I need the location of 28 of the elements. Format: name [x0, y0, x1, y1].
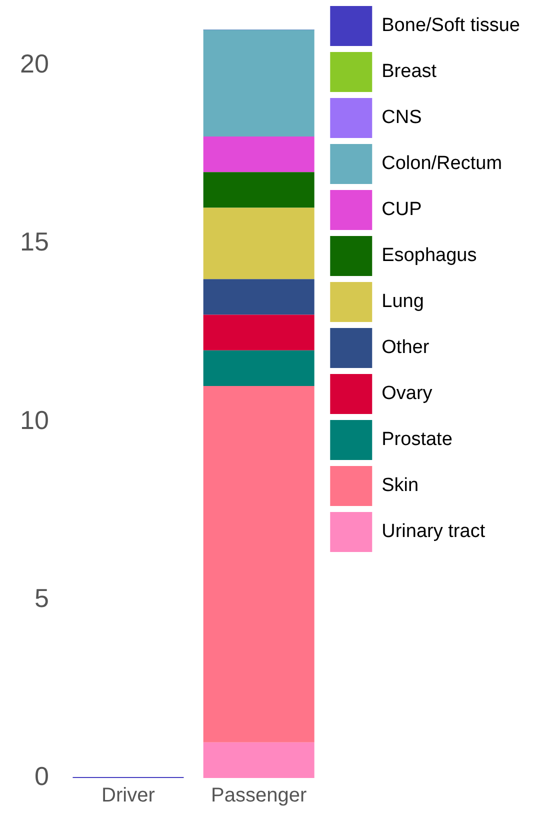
legend-label: Urinary tract	[382, 521, 486, 542]
legend-label: Prostate	[382, 429, 452, 450]
bar	[203, 208, 314, 280]
legend-label: CNS	[382, 107, 422, 128]
bar	[203, 350, 314, 386]
legend-label: Other	[382, 337, 430, 358]
x-tick-label: Driver	[102, 784, 156, 807]
bar	[203, 314, 314, 350]
legend-label: CUP	[382, 199, 422, 220]
legend-label: Colon/Rectum	[382, 153, 502, 174]
legend-label: Esophagus	[382, 245, 477, 266]
legend-label: Breast	[382, 61, 438, 82]
bar	[203, 279, 314, 315]
y-tick-label: 5	[34, 582, 49, 613]
y-tick-label: 20	[20, 48, 49, 78]
bar	[203, 136, 314, 172]
bar	[203, 742, 314, 778]
y-tick-label: 0	[34, 761, 49, 792]
bar	[203, 386, 314, 742]
x-tick-label: Passenger	[211, 784, 307, 807]
bar	[203, 172, 314, 208]
legend-label: Ovary	[382, 383, 433, 404]
bar	[203, 30, 314, 137]
legend-label: Skin	[382, 475, 419, 496]
y-tick-label: 15	[20, 226, 49, 257]
y-tick-label: 10	[20, 404, 49, 435]
legend-label: Bone/Soft tissue	[382, 15, 520, 36]
legend-label: Lung	[382, 291, 424, 312]
